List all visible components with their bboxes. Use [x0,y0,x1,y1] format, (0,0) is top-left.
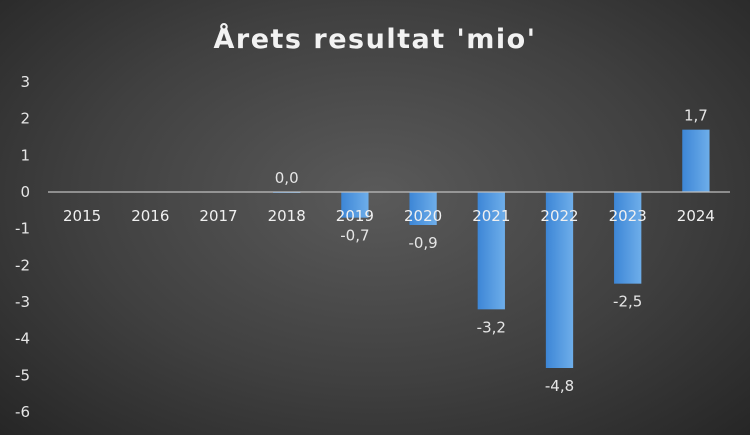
chart-title: Årets resultat 'mio' [214,23,537,55]
bar-2021 [477,192,505,310]
y-tick-label: -5 [15,366,30,384]
y-axis: 3 2 1 0 -1 -2 -3 -4 -5 -6 [15,73,30,421]
bar-2020 [409,192,437,225]
x-axis: 2015 2016 2017 2018 2019 2020 2021 2022 2023 2024 [63,207,715,225]
y-tick-label: -1 [15,220,30,238]
data-label: 0,0 [275,169,299,187]
x-tick-label: 2015 [63,207,101,225]
bar-2024 [682,129,710,192]
y-tick-label: 2 [20,110,30,128]
bar-2022 [545,192,574,368]
data-label: -0,7 [340,227,369,245]
x-tick-label: 2016 [131,207,169,225]
bars [273,129,710,368]
x-tick-label: 2022 [540,207,578,225]
data-label: -2,5 [613,293,642,311]
x-tick-label: 2019 [336,207,374,225]
data-label: -4,8 [545,377,574,395]
x-tick-label: 2018 [268,207,306,225]
bar-2019 [341,192,369,218]
x-tick-label: 2020 [404,207,442,225]
x-tick-label: 2023 [609,207,647,225]
x-tick-label: 2017 [199,207,237,225]
y-tick-label: -3 [15,293,30,311]
data-labels: 0,0 -0,7 -0,9 -3,2 -4,8 -2,5 1,7 [275,107,708,395]
y-tick-label: 1 [20,146,30,164]
y-tick-label: 3 [20,73,30,91]
data-label: -0,9 [408,234,437,252]
y-tick-label: -4 [15,330,30,348]
data-label: -3,2 [477,318,506,336]
y-tick-label: -6 [15,403,30,421]
data-label: 1,7 [684,107,708,125]
y-tick-label: 0 [20,183,30,201]
x-tick-label: 2021 [472,207,510,225]
x-tick-label: 2024 [677,207,715,225]
bar-2023 [614,192,642,284]
y-tick-label: -2 [15,256,30,274]
